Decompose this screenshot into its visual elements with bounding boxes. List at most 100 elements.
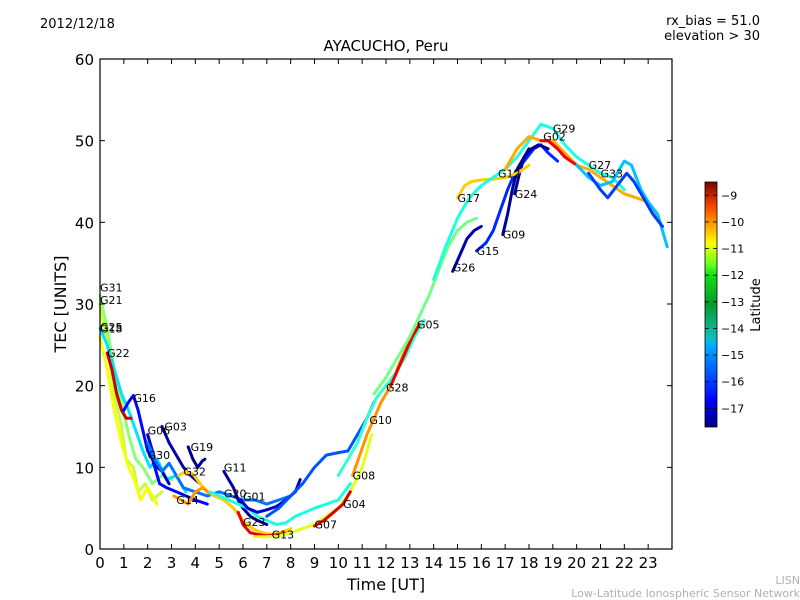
x-tick-label: 21 bbox=[591, 554, 610, 572]
x-tick-label: 9 bbox=[310, 554, 320, 572]
x-tick-label: 19 bbox=[543, 554, 562, 572]
y-tick-label: 40 bbox=[75, 214, 94, 232]
series-g04 bbox=[265, 400, 376, 518]
series-g03 bbox=[160, 425, 202, 486]
series-g26 bbox=[451, 224, 483, 273]
x-tick-label: 5 bbox=[214, 554, 224, 572]
x-tick-label: 17 bbox=[496, 554, 515, 572]
colorbar-tick-label: −17 bbox=[721, 402, 744, 415]
x-tick-label: 11 bbox=[353, 554, 372, 572]
sat-label-g05: G05 bbox=[417, 318, 440, 331]
sat-label-g12: G12 bbox=[498, 167, 521, 180]
x-tick-label: 15 bbox=[448, 554, 467, 572]
sat-label-g07: G07 bbox=[315, 519, 338, 532]
series-g14 bbox=[172, 486, 212, 506]
sat-label-g29: G29 bbox=[553, 122, 576, 135]
y-tick-label: 50 bbox=[75, 133, 94, 151]
series-g16 bbox=[122, 394, 209, 506]
y-tick-label: 30 bbox=[75, 296, 94, 314]
date-label: 2012/12/18 bbox=[40, 17, 115, 32]
x-tick-label: 0 bbox=[95, 554, 105, 572]
y-tick-label: 20 bbox=[75, 378, 94, 396]
sat-label-g25: G25 bbox=[100, 321, 123, 334]
x-tick-label: 2 bbox=[143, 554, 153, 572]
y-tick-label: 10 bbox=[75, 459, 94, 477]
elevation-label: elevation > 30 bbox=[664, 29, 760, 44]
footer-network: Low-Latitude Ionospheric Sensor Network bbox=[571, 587, 800, 600]
series-g22 bbox=[105, 351, 133, 420]
sat-label-g22: G22 bbox=[107, 347, 130, 360]
rx-bias-label: rx_bias = 51.0 bbox=[666, 14, 760, 29]
x-tick-label: 23 bbox=[639, 554, 658, 572]
sat-label-g06: G06 bbox=[148, 425, 171, 438]
series-g28 bbox=[389, 322, 421, 388]
series-g17 bbox=[456, 163, 531, 200]
x-tick-label: 3 bbox=[167, 554, 177, 572]
x-tick-label: 18 bbox=[519, 554, 538, 572]
series-g33 bbox=[587, 171, 664, 228]
series-layer bbox=[98, 122, 669, 539]
series-g19 bbox=[186, 445, 207, 469]
sat-label-g17: G17 bbox=[458, 192, 481, 205]
x-tick-label: 6 bbox=[238, 554, 248, 572]
x-axis-label: Time [UT] bbox=[346, 575, 425, 594]
series-g20 bbox=[208, 482, 352, 526]
footer-lisn: LISN bbox=[775, 574, 800, 587]
series-g05 bbox=[372, 216, 479, 396]
series-g29 bbox=[503, 135, 662, 224]
sat-label-g24: G24 bbox=[515, 188, 538, 201]
sat-label-g04: G04 bbox=[343, 498, 366, 511]
y-axis-label: TEC [UNITS] bbox=[51, 256, 70, 354]
sat-label-g02: G02 bbox=[543, 131, 566, 144]
colorbar-gradient bbox=[704, 181, 718, 428]
x-tick-label: 22 bbox=[615, 554, 634, 572]
series-g07 bbox=[313, 490, 352, 528]
sat-label-g09: G09 bbox=[503, 229, 526, 242]
colorbar-label: Latitude bbox=[749, 278, 764, 332]
sat-label-g28: G28 bbox=[386, 381, 409, 394]
footer-credit: LISN Low-Latitude Ionospheric Sensor Net… bbox=[571, 574, 800, 600]
sat-label-g11: G11 bbox=[224, 461, 247, 474]
sat-label-g08: G08 bbox=[353, 470, 376, 483]
x-tick-label: 12 bbox=[376, 554, 395, 572]
sat-label-g30: G30 bbox=[148, 449, 171, 462]
colorbar-tick-label: −9 bbox=[721, 189, 737, 202]
series-g18 bbox=[98, 335, 159, 506]
x-tick-label: 13 bbox=[400, 554, 419, 572]
sat-label-g16: G16 bbox=[133, 392, 156, 405]
x-tick-label: 14 bbox=[424, 554, 443, 572]
colorbar-tick-label: −12 bbox=[721, 269, 744, 282]
sat-label-g15: G15 bbox=[477, 245, 500, 258]
series-g02 bbox=[539, 139, 579, 167]
series-g24 bbox=[513, 147, 531, 196]
x-tick-label: 16 bbox=[472, 554, 491, 572]
colorbar-tick-label: −11 bbox=[721, 243, 744, 256]
colorbar-tick-label: −10 bbox=[721, 216, 744, 229]
sat-label-g01: G01 bbox=[243, 491, 266, 504]
series-g10 bbox=[336, 318, 426, 477]
parameter-info: rx_bias = 51.0 elevation > 30 bbox=[664, 14, 760, 44]
series-g25 bbox=[98, 327, 188, 494]
y-tick-label: 0 bbox=[84, 541, 94, 559]
chart-title: AYACUCHO, Peru bbox=[323, 37, 449, 55]
series-g30 bbox=[146, 441, 293, 506]
series-g06 bbox=[146, 433, 171, 486]
x-tick-label: 4 bbox=[191, 554, 201, 572]
x-tick-label: 20 bbox=[567, 554, 586, 572]
colorbar: −9 −10 −11 −12 −13 −14 −15 −16 −17 Latitude bbox=[704, 181, 764, 428]
sat-label-g33: G33 bbox=[601, 167, 624, 180]
colorbar-tick-label: −15 bbox=[721, 349, 744, 362]
sat-label-g14: G14 bbox=[176, 494, 199, 507]
sat-label-g18: G18 bbox=[100, 323, 123, 336]
sat-label-g31: G31 bbox=[100, 282, 123, 295]
colorbar-tick-label: −14 bbox=[721, 322, 744, 335]
series-g23 bbox=[236, 510, 293, 538]
sat-label-g19: G19 bbox=[191, 441, 214, 454]
y-tick-label: 60 bbox=[75, 51, 94, 69]
colorbar-ticks: −9 −10 −11 −12 −13 −14 −15 −16 −17 bbox=[705, 189, 744, 415]
colorbar-tick-label: −16 bbox=[721, 376, 744, 389]
x-tick-label: 8 bbox=[286, 554, 296, 572]
axis-ticks: 0 1 2 3 4 5 6 7 8 9 10 11 12 13 14 15 16 17 18 19 20 21 22 2301… bbox=[75, 51, 672, 572]
